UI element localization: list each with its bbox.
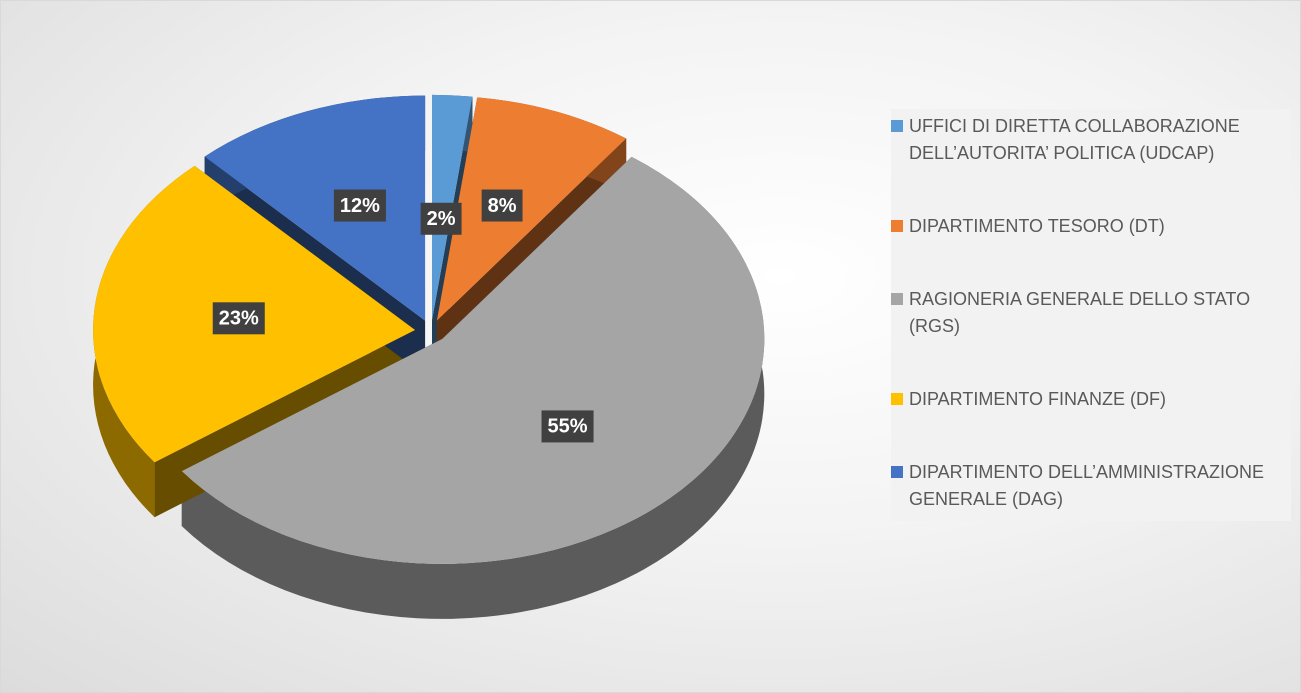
legend-item: UFFICI DI DIRETTA COLLABORAZIONE DELL’AU… — [891, 113, 1291, 167]
legend-swatch — [891, 220, 903, 232]
slice — [436, 97, 627, 321]
legend-swatch — [891, 393, 903, 405]
slice — [181, 156, 765, 564]
data-label-box — [212, 302, 265, 335]
data-label-box — [541, 410, 594, 443]
legend-swatch — [891, 466, 903, 478]
data-label-box — [333, 189, 386, 222]
legend-label: DIPARTIMENTO TESORO (DT) — [909, 216, 1165, 236]
legend-label: UFFICI DI DIRETTA COLLABORAZIONE DELL’AU… — [909, 116, 1240, 163]
legend-swatch — [891, 293, 903, 305]
data-label: 23% — [212, 302, 265, 335]
legend-swatch — [891, 120, 903, 132]
data-label-text: 23% — [219, 308, 259, 330]
legend-item: RAGIONERIA GENERALE DELLO STATO (RGS) — [891, 286, 1291, 340]
data-label: 8% — [481, 189, 523, 222]
data-label-box — [481, 189, 523, 222]
data-label-text: 55% — [548, 416, 588, 438]
data-label: 55% — [541, 410, 594, 443]
legend-item: DIPARTIMENTO FINANZE (DF) — [891, 386, 1291, 413]
slice — [204, 95, 426, 321]
legend: UFFICI DI DIRETTA COLLABORAZIONE DELL’AU… — [891, 109, 1291, 521]
legend-item: DIPARTIMENTO TESORO (DT) — [891, 213, 1291, 240]
legend-label: DIPARTIMENTO FINANZE (DF) — [909, 389, 1167, 409]
data-label: 2% — [420, 202, 462, 235]
data-label-box — [420, 202, 462, 235]
data-label: 12% — [333, 189, 386, 222]
legend-label: DIPARTIMENTO DELL’AMMINISTRAZIONE GENERA… — [909, 462, 1265, 509]
legend-label: RAGIONERIA GENERALE DELLO STATO (RGS) — [909, 289, 1251, 336]
data-label-text: 12% — [340, 195, 380, 217]
legend-item: DIPARTIMENTO DELL’AMMINISTRAZIONE GENERA… — [891, 459, 1291, 513]
data-label-text: 8% — [488, 195, 517, 217]
data-label-text: 2% — [427, 208, 456, 230]
